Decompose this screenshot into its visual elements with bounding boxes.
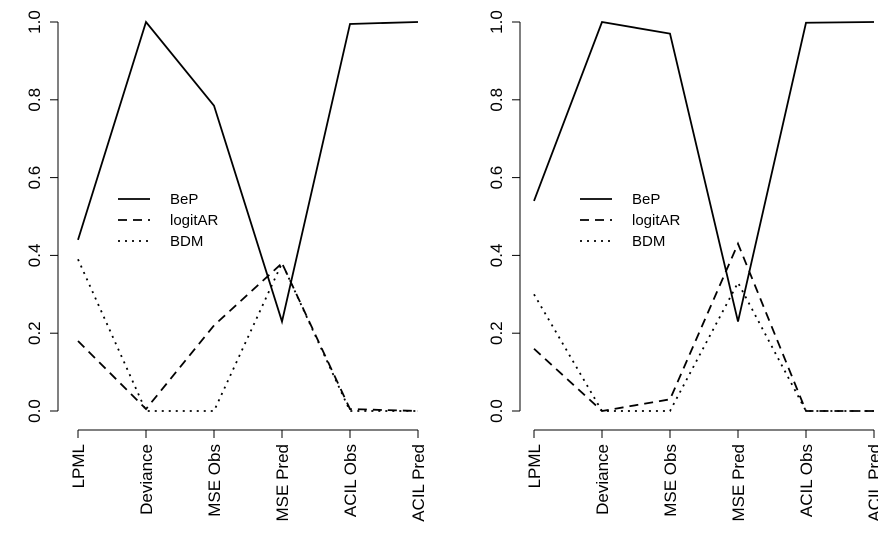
y-tick-label: 0.6 bbox=[25, 166, 44, 190]
data-line bbox=[533, 241, 874, 412]
x-tick-label: ACIL Pred bbox=[865, 444, 878, 522]
x-tick-label: MSE Pred bbox=[729, 444, 748, 521]
x-tick-label: Deviance bbox=[593, 444, 612, 515]
data-line bbox=[77, 258, 418, 412]
y-tick-label: 0.4 bbox=[487, 244, 506, 268]
y-tick-label: 0.0 bbox=[487, 399, 506, 423]
y-tick-label: 0.6 bbox=[487, 166, 506, 190]
x-tick-label: MSE Obs bbox=[661, 444, 680, 517]
x-tick-label: ACIL Obs bbox=[341, 444, 360, 517]
x-tick-label: MSE Pred bbox=[273, 444, 292, 521]
legend-label: BDM bbox=[632, 233, 665, 250]
y-tick-label: 0.2 bbox=[487, 321, 506, 345]
x-tick-label: LPML bbox=[525, 444, 544, 488]
y-tick-label: 0.2 bbox=[25, 321, 44, 345]
legend-label: BDM bbox=[170, 233, 203, 250]
data-line bbox=[533, 280, 874, 412]
data-line bbox=[77, 20, 419, 325]
y-tick-label: 1.0 bbox=[487, 10, 506, 34]
y-tick-label: 0.8 bbox=[487, 88, 506, 112]
x-tick-label: Deviance bbox=[137, 444, 156, 515]
data-line bbox=[77, 261, 419, 412]
y-tick-label: 0.0 bbox=[25, 399, 44, 423]
x-tick-label: ACIL Obs bbox=[797, 444, 816, 517]
x-tick-label: ACIL Pred bbox=[409, 444, 428, 522]
y-tick-label: 1.0 bbox=[25, 10, 44, 34]
y-tick-label: 0.8 bbox=[25, 88, 44, 112]
x-tick-label: LPML bbox=[69, 444, 88, 488]
y-tick-label: 0.4 bbox=[25, 244, 44, 268]
x-tick-label: MSE Obs bbox=[205, 444, 224, 517]
legend-label: logitAR bbox=[632, 212, 681, 229]
legend-label: BeP bbox=[632, 191, 660, 208]
legend-label: BeP bbox=[170, 191, 198, 208]
data-line bbox=[533, 20, 875, 322]
legend-label: logitAR bbox=[170, 212, 219, 229]
